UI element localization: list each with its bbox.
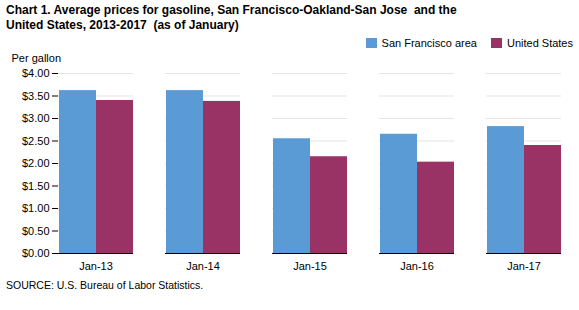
svg-text:$3.50: $3.50 (22, 90, 50, 102)
svg-text:$1.50: $1.50 (22, 180, 50, 192)
svg-text:Per gallon: Per gallon (12, 52, 62, 64)
html-text:Chart 1. Average prices for ga: Chart 1. Average prices for gasoline, Sa… (6, 3, 457, 32)
svg-text:Jan-15: Jan-15 (293, 260, 327, 272)
html-text:United States: United States (507, 37, 573, 49)
svg-text:$2.00: $2.00 (22, 157, 50, 169)
html-text:San Francisco area: San Francisco area (381, 37, 477, 49)
svg-text:$3.00: $3.00 (22, 112, 50, 124)
svg-text:$1.00: $1.00 (22, 202, 50, 214)
svg-text:$0.50: $0.50 (22, 225, 50, 237)
svg-text:Jan-13: Jan-13 (79, 260, 113, 272)
svg-text:Jan-14: Jan-14 (186, 260, 220, 272)
svg-text:$2.50: $2.50 (22, 135, 50, 147)
html-text:SOURCE: U.S. Bureau of Labor S: SOURCE: U.S. Bureau of Labor Statistics. (6, 279, 204, 291)
svg-text:$4.00: $4.00 (22, 67, 50, 79)
svg-text:$0.00: $0.00 (22, 247, 50, 259)
svg-text:Jan-16: Jan-16 (400, 260, 434, 272)
svg-text:Jan-17: Jan-17 (507, 260, 541, 272)
